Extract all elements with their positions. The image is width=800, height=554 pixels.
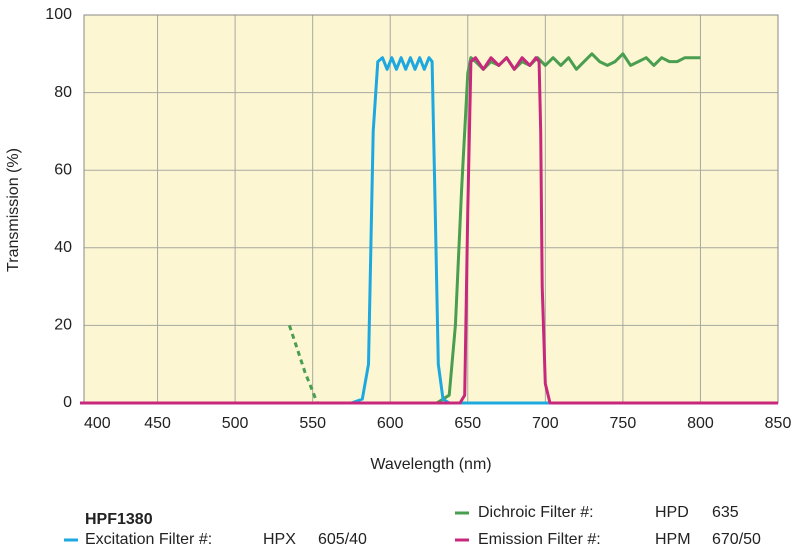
x-tick-label: 550 — [299, 415, 326, 432]
legend-code: HPD — [655, 504, 689, 521]
series-line — [317, 52, 701, 405]
x-tick-label: 400 — [84, 415, 111, 432]
x-tick-label: 450 — [144, 415, 171, 432]
x-tick-label: 700 — [532, 415, 559, 432]
legend-label: Emission Filter #: — [478, 531, 601, 548]
y-tick-label: 40 — [54, 239, 72, 256]
legend-title: HPF1380 — [85, 511, 153, 528]
y-tick-label: 20 — [54, 317, 72, 334]
legend-spec: 605/40 — [318, 531, 367, 548]
x-tick-label: 750 — [610, 415, 637, 432]
y-tick-label: 0 — [63, 394, 72, 411]
x-axis-label: Wavelength (nm) — [370, 456, 491, 473]
series-line — [80, 56, 778, 405]
y-tick-label: 80 — [54, 84, 72, 101]
y-axis-label: Transmission (%) — [5, 148, 22, 272]
legend-code: HPM — [655, 531, 691, 548]
legend-label: Dichroic Filter #: — [478, 504, 594, 521]
x-tick-label: 650 — [454, 415, 481, 432]
series-line — [287, 324, 319, 404]
legend-code: HPX — [263, 531, 296, 548]
legend-label: Excitation Filter #: — [85, 531, 212, 548]
x-tick-label: 850 — [765, 415, 792, 432]
series-line — [80, 56, 778, 405]
legend-spec: 670/50 — [712, 531, 761, 548]
x-tick-label: 600 — [377, 415, 404, 432]
legend-spec: 635 — [712, 504, 739, 521]
y-tick-label: 60 — [54, 161, 72, 178]
y-tick-label: 100 — [45, 6, 72, 23]
x-tick-label: 800 — [687, 415, 714, 432]
x-tick-label: 500 — [222, 415, 249, 432]
